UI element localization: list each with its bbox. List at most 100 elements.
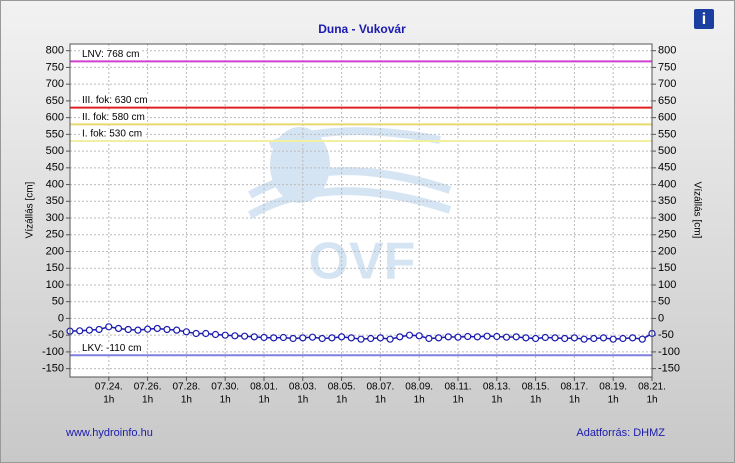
point: [570, 334, 579, 342]
y-tick-label: 550: [46, 128, 64, 140]
y-tick-label: 450: [46, 162, 64, 174]
x-tick-label: 08.19.: [599, 382, 627, 393]
point: [85, 326, 94, 334]
point: [599, 334, 608, 342]
info-icon[interactable]: i: [702, 11, 706, 28]
y-tick-label: 100: [46, 279, 64, 291]
point: [279, 333, 287, 342]
reference-label-bg: [80, 111, 147, 123]
point: [299, 334, 307, 342]
chart-title: Duna - Vukovár: [318, 22, 406, 36]
x-tick-time: 1h: [530, 395, 541, 406]
point: [454, 333, 462, 341]
point: [95, 325, 103, 334]
point: [144, 325, 152, 333]
x-tick-label: 08.11.: [444, 382, 471, 393]
x-tick-label: 07.30.: [211, 382, 239, 393]
point: [483, 332, 491, 340]
point: [76, 327, 84, 335]
point: [464, 332, 472, 341]
x-tick-time: 1h: [336, 395, 347, 406]
point: [638, 335, 646, 343]
y2-tick-label: 300: [658, 212, 676, 224]
x-tick-time: 1h: [258, 395, 269, 406]
y2-tick-label: 0: [658, 312, 664, 324]
point: [114, 324, 123, 333]
point: [435, 334, 443, 342]
plot-border: [69, 43, 653, 378]
y2-tick-label: -100: [658, 346, 680, 358]
x-tick-label: 07.28.: [172, 382, 200, 393]
source-right: Adatforrás: DHMZ: [576, 427, 665, 439]
x-tick-label: 07.24.: [95, 382, 123, 393]
point: [522, 334, 530, 342]
info-button[interactable]: [694, 9, 714, 29]
point: [328, 334, 336, 342]
reference-label: II. fok: 580 cm: [82, 112, 145, 123]
x-tick-label: 08.05.: [328, 382, 356, 393]
x-tick-time: 1h: [491, 395, 502, 406]
y2-tick-label: 750: [658, 61, 676, 73]
y-tick-label: 150: [46, 262, 64, 274]
y-tick-label: 200: [46, 245, 64, 257]
x-tick-label: 08.09.: [405, 382, 433, 393]
y2-axis-label: Vízállás [cm]: [691, 182, 702, 239]
point: [580, 335, 588, 343]
point: [221, 331, 229, 339]
y2-tick-label: 600: [658, 112, 676, 124]
x-tick-time: 1h: [569, 395, 580, 406]
point: [357, 335, 365, 343]
y2-tick-label: 150: [658, 262, 676, 274]
point: [561, 334, 569, 343]
y2-tick-label: 700: [658, 78, 676, 90]
point: [367, 334, 375, 343]
reference-label: III. fok: 630 cm: [82, 95, 148, 106]
y2-tick-label: 800: [658, 45, 676, 57]
watermark-logo: [248, 127, 452, 219]
y-tick-label: -50: [48, 329, 64, 341]
x-tick-time: 1h: [181, 395, 192, 406]
point: [173, 326, 181, 334]
y-tick-label: 650: [46, 95, 64, 107]
point: [425, 334, 433, 343]
y-tick-label: 400: [46, 178, 64, 190]
reference-label-bg: [80, 95, 150, 107]
reference-label: LKV: -110 cm: [82, 343, 141, 354]
y2-tick-label: 250: [658, 229, 676, 241]
reference-label: LNV: 768 cm: [82, 49, 139, 60]
y-tick-label: 50: [52, 296, 64, 308]
x-tick-label: 08.07.: [366, 382, 394, 393]
y2-tick-label: 200: [658, 245, 676, 257]
point: [124, 325, 132, 334]
point: [415, 332, 423, 340]
point: [502, 333, 511, 341]
x-tick-time: 1h: [103, 395, 114, 406]
point: [512, 333, 520, 341]
y2-tick-label: -50: [658, 329, 674, 341]
y2-tick-label: 550: [658, 128, 676, 140]
point: [192, 329, 200, 338]
point: [308, 333, 317, 341]
point: [270, 334, 278, 342]
point: [318, 334, 326, 343]
y-tick-label: 750: [46, 61, 64, 73]
y-tick-label: 300: [46, 212, 64, 224]
x-tick-label: 08.03.: [289, 382, 317, 393]
point: [444, 333, 452, 341]
reference-label-bg: [80, 128, 145, 140]
point: [202, 329, 210, 338]
y-tick-label: 350: [46, 195, 64, 207]
point: [134, 326, 142, 334]
point: [628, 334, 637, 342]
source-left[interactable]: www.hydroinfo.hu: [65, 427, 153, 439]
y-tick-label: 0: [58, 312, 64, 324]
y2-tick-label: 400: [658, 178, 676, 190]
x-tick-time: 1h: [297, 395, 308, 406]
point: [396, 333, 404, 341]
point: [153, 324, 161, 333]
point: [182, 328, 190, 336]
point: [211, 330, 220, 339]
reference-label: I. fok: 530 cm: [82, 129, 142, 140]
